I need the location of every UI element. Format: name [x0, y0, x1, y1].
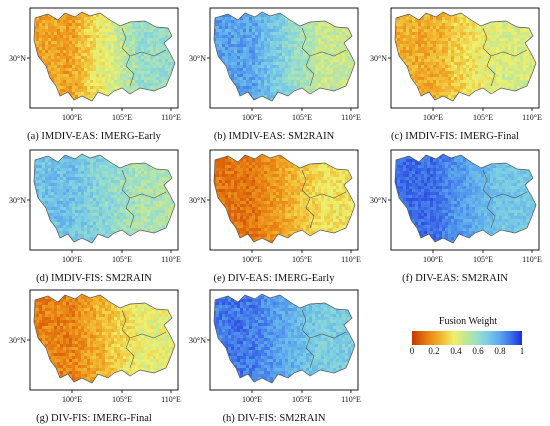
map-panel: 30°N 100°E 105°E 110°E (c) IMDIV-FIS: IMERG-… [367, 6, 543, 142]
fusion-weight-map: 30°N 100°E 105°E 110°E [189, 289, 361, 404]
lat-tick-label: 30°N [9, 196, 26, 205]
panel-caption: (g) DIV-FIS: IMERG-Final [36, 413, 152, 424]
fusion-weight-map: 30°N 100°E 105°E 110°E [189, 7, 361, 122]
lon-tick-label: 100°E [242, 255, 262, 264]
fusion-weight-map: 30°N 100°E 105°E 110°E [9, 149, 181, 264]
lon-tick-label: 105°E [473, 113, 493, 122]
panel-caption: (h) DIV-FIS: SM2RAIN [222, 413, 326, 424]
lon-tick-label: 105°E [292, 255, 312, 264]
map-panel: 30°N 100°E 105°E 110°E (a) IMDIV-EAS: IMERG-… [6, 6, 182, 142]
lat-tick-label: 30°N [189, 336, 206, 345]
map-panel: 30°N 100°E 105°E 110°E (g) DIV-FIS: IMERG-Fi… [6, 288, 182, 424]
lon-tick-label: 100°E [62, 255, 82, 264]
panel-caption: (b) IMDIV-EAS: SM2RAIN [213, 131, 335, 142]
panel-caption: (e) DIV-EAS: IMERG-Early [213, 273, 335, 284]
legend-tick-labels: 0 0.2 0.4 0.6 0.8 1 [409, 345, 525, 357]
map-panel: 30°N 100°E 105°E 110°E (b) IMDIV-EAS: SM2RAI… [186, 6, 362, 142]
lon-tick-label: 100°E [242, 395, 262, 404]
legend-tick: 0.8 [494, 346, 506, 356]
panel-caption: (f) DIV-EAS: SM2RAIN [402, 273, 508, 284]
lon-tick-label: 105°E [292, 113, 312, 122]
lat-tick-label: 30°N [370, 54, 387, 63]
lon-tick-label: 110°E [341, 255, 361, 264]
map-panel: 30°N 100°E 105°E 110°E (d) IMDIV-FIS: SM2RAI… [6, 148, 182, 284]
lon-tick-label: 110°E [522, 255, 542, 264]
fusion-weight-legend: Fusion Weight 0 0.2 0.4 0.6 0.8 1 [402, 316, 530, 357]
lon-tick-label: 100°E [62, 113, 82, 122]
lon-tick-label: 105°E [112, 113, 132, 122]
map-panel: 30°N 100°E 105°E 110°E (e) DIV-EAS: IMERG-Ea… [186, 148, 362, 284]
lon-tick-label: 110°E [161, 255, 181, 264]
lon-tick-label: 105°E [292, 395, 312, 404]
lon-tick-label: 100°E [242, 113, 262, 122]
legend-tick: 0.4 [450, 346, 462, 356]
lon-tick-label: 110°E [161, 395, 181, 404]
lon-tick-label: 100°E [62, 395, 82, 404]
fusion-weight-map: 30°N 100°E 105°E 110°E [9, 289, 181, 404]
lat-tick-label: 30°N [370, 196, 387, 205]
fusion-weight-map: 30°N 100°E 105°E 110°E [189, 149, 361, 264]
fusion-weight-map: 30°N 100°E 105°E 110°E [370, 7, 542, 122]
fusion-weight-map: 30°N 100°E 105°E 110°E [370, 149, 542, 264]
panel-caption: (d) IMDIV-FIS: SM2RAIN [36, 273, 152, 284]
lat-tick-label: 30°N [9, 336, 26, 345]
legend-title: Fusion Weight [438, 316, 498, 327]
lon-tick-label: 100°E [423, 255, 443, 264]
legend-tick: 0 [409, 346, 415, 356]
lat-tick-label: 30°N [189, 196, 206, 205]
map-panel: 30°N 100°E 105°E 110°E (h) DIV-FIS: SM2RAIN [186, 288, 362, 424]
lon-tick-label: 105°E [473, 255, 493, 264]
legend-colorbar [412, 331, 522, 345]
weight-field [34, 154, 175, 243]
map-panel: 30°N 100°E 105°E 110°E (f) DIV-EAS: SM2RAIN [367, 148, 543, 284]
panel-caption: (a) IMDIV-EAS: IMERG-Early [27, 131, 161, 142]
lon-tick-label: 100°E [423, 113, 443, 122]
lon-tick-label: 110°E [341, 113, 361, 122]
lat-tick-label: 30°N [189, 54, 206, 63]
legend-tick: 0.6 [472, 346, 484, 356]
legend-tick: 1 [519, 346, 525, 356]
lon-tick-label: 105°E [112, 255, 132, 264]
fusion-weight-map: 30°N 100°E 105°E 110°E [9, 7, 181, 122]
lon-tick-label: 110°E [161, 113, 181, 122]
lat-tick-label: 30°N [9, 54, 26, 63]
lon-tick-label: 110°E [522, 113, 542, 122]
lon-tick-label: 110°E [341, 395, 361, 404]
panel-caption: (c) IMDIV-FIS: IMERG-Final [391, 131, 519, 142]
lon-tick-label: 105°E [112, 395, 132, 404]
legend-tick: 0.2 [428, 346, 440, 356]
